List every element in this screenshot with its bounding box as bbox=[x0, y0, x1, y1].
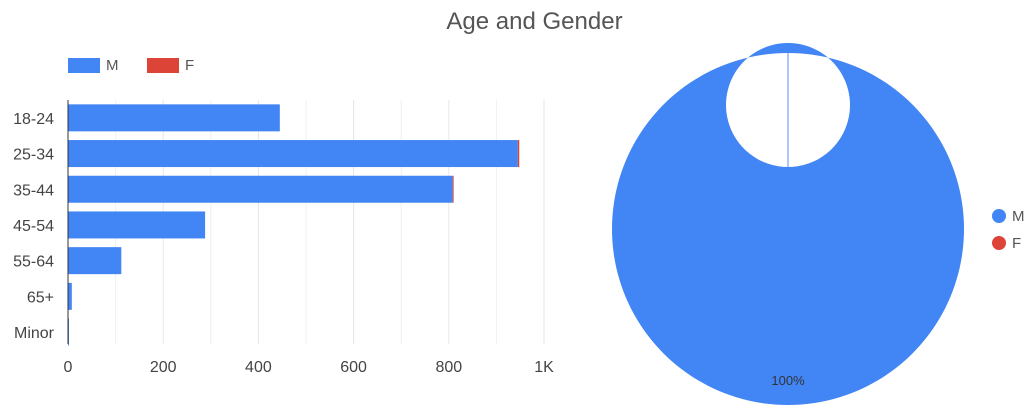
x-tick-label: 0 bbox=[64, 359, 73, 376]
y-tick-label: 45-54 bbox=[13, 218, 54, 235]
y-tick-label: 25-34 bbox=[13, 147, 54, 164]
bar-M-45-54[interactable] bbox=[68, 211, 205, 238]
donut-chart: 100% bbox=[612, 43, 964, 405]
x-tick-label: 600 bbox=[340, 359, 367, 376]
x-tick-label: 200 bbox=[150, 359, 177, 376]
pie-legend-label-F[interactable]: F bbox=[1012, 235, 1021, 252]
y-tick-label: 65+ bbox=[27, 289, 54, 306]
legend-label-F[interactable]: F bbox=[185, 57, 194, 74]
bar-M-65+[interactable] bbox=[68, 283, 72, 310]
x-tick-label: 800 bbox=[435, 359, 462, 376]
pie-legend-dot-F[interactable] bbox=[992, 236, 1006, 250]
bar-series bbox=[68, 104, 519, 345]
pie-legend-dot-M[interactable] bbox=[992, 209, 1006, 223]
bar-M-18-24[interactable] bbox=[68, 104, 280, 131]
x-axis-ticks: 0 200 400 600 800 1K bbox=[64, 359, 555, 376]
legend-label-M[interactable]: M bbox=[106, 57, 119, 74]
y-tick-label: 55-64 bbox=[13, 254, 54, 271]
y-tick-label: Minor bbox=[14, 325, 55, 342]
bar-M-25-34[interactable] bbox=[68, 140, 518, 167]
bar-M-35-44[interactable] bbox=[68, 176, 453, 203]
y-axis-ticks: 18-24 25-34 35-44 45-54 55-64 65+ Minor bbox=[13, 111, 55, 342]
legend-swatch-F[interactable] bbox=[147, 58, 179, 73]
x-tick-label: 1K bbox=[534, 359, 554, 376]
x-tick-label: 400 bbox=[245, 359, 272, 376]
donut-slice-label: 100% bbox=[771, 373, 805, 388]
pie-legend-label-M[interactable]: M bbox=[1012, 208, 1025, 225]
bar-F-35-44[interactable] bbox=[453, 176, 454, 203]
y-tick-label: 18-24 bbox=[13, 111, 54, 128]
bar-M-55-64[interactable] bbox=[68, 247, 121, 274]
pie-legend[interactable]: MF bbox=[992, 208, 1025, 252]
y-tick-label: 35-44 bbox=[13, 182, 54, 199]
bar-F-25-34[interactable] bbox=[518, 140, 519, 167]
legend-swatch-M[interactable] bbox=[68, 58, 100, 73]
